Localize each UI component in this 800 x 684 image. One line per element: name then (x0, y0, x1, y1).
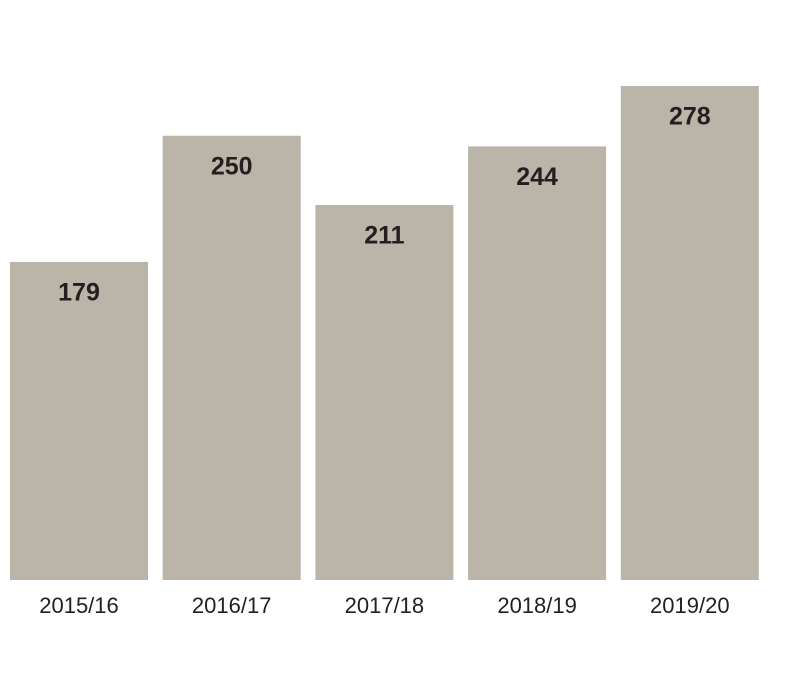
bar (10, 261, 148, 580)
x-tick-label: 2019/20 (650, 593, 730, 618)
bar (315, 205, 454, 581)
x-tick-label: 2018/19 (497, 593, 577, 618)
value-label: 250 (211, 152, 253, 180)
x-tick-label: 2016/17 (192, 593, 272, 618)
value-label: 278 (669, 103, 711, 131)
x-tick-label: 2017/18 (345, 593, 425, 618)
value-label: 179 (58, 279, 100, 307)
bar (620, 85, 759, 580)
x-tick-label: 2015/16 (39, 593, 119, 618)
value-label: 244 (516, 163, 558, 191)
bar (468, 146, 607, 581)
value-label: 211 (364, 222, 404, 250)
bar (162, 135, 301, 580)
